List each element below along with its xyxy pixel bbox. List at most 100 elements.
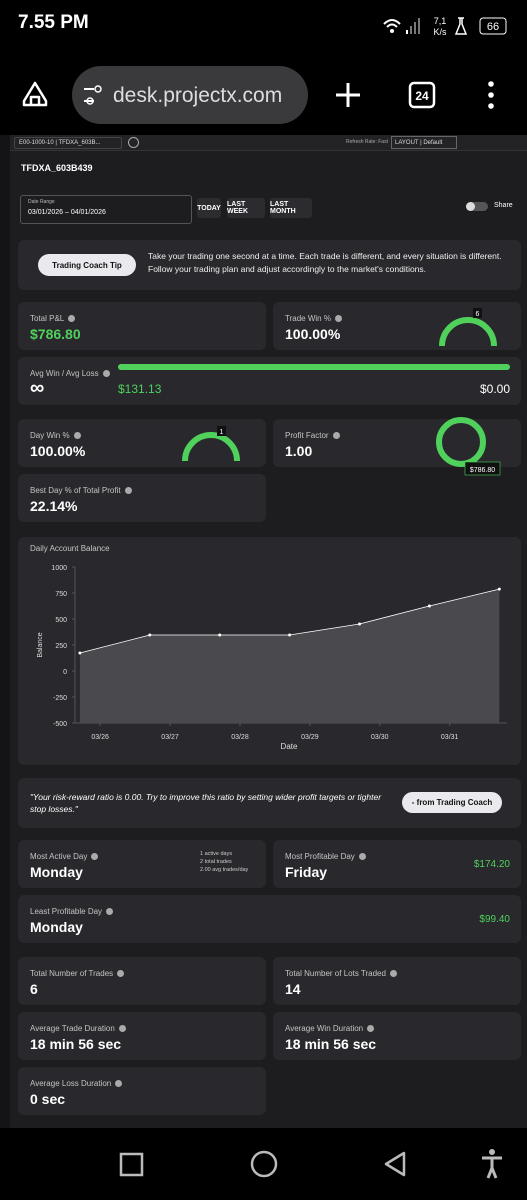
- coach-tip-text: Take your trading one second at a time. …: [148, 251, 502, 274]
- status-time: 7.55 PM: [18, 12, 89, 33]
- y-tick-label: 250: [55, 643, 67, 650]
- point: [218, 633, 222, 637]
- x-tick-label: 03/31: [441, 734, 459, 741]
- share-label: Share: [494, 202, 513, 209]
- y-tick-label: -500: [53, 721, 67, 728]
- date-range-value: 03/01/2026 – 04/01/2026: [28, 209, 106, 216]
- amount: $174.20: [473, 859, 510, 870]
- details: 1 active days 2 total trades 2.00 avg trad…: [200, 850, 248, 874]
- share-toggle[interactable]: [466, 202, 488, 211]
- x-tick-label: 03/27: [161, 734, 179, 741]
- y-tick-label: 1000: [51, 565, 67, 572]
- nav-bar[interactable]: [0, 1128, 527, 1200]
- stat-value: Monday: [30, 919, 83, 935]
- date-range[interactable]: Date Range 03/01/2026 – 04/01/2026: [20, 195, 192, 224]
- stat-value: 18 min 56 sec: [30, 1036, 122, 1052]
- stat-label: Trade Win %: [285, 314, 342, 323]
- stat-label: Least Profitable Day: [30, 907, 113, 916]
- coach-quote: "Your risk-reward ratio is 0.00. Try to …: [18, 778, 521, 828]
- stat-label: Avg Win / Avg Loss: [30, 369, 110, 378]
- point: [288, 633, 292, 637]
- date-range-label: Date Range: [28, 199, 55, 205]
- stat-label: Best Day % of Total Profit: [30, 486, 132, 495]
- stat-label: Average Trade Duration: [30, 1024, 126, 1033]
- stat-value: Friday: [285, 864, 328, 880]
- refresh-rate: Refresh Rate: Fast: [346, 139, 388, 145]
- amount: $99.40: [479, 914, 510, 925]
- range-button[interactable]: LAST WEEK: [227, 198, 265, 218]
- stat-card: Best Day % of Total Profit 22.14%: [18, 474, 266, 522]
- stat-value: Monday: [30, 864, 83, 880]
- y-tick-label: -250: [53, 695, 67, 702]
- stat-label: Average Loss Duration: [30, 1079, 122, 1088]
- speed-unit: K/s: [433, 27, 447, 37]
- tab-count[interactable]: 24: [415, 89, 429, 103]
- x-tick-label: 03/30: [371, 734, 389, 741]
- detail: 2 total trades: [200, 859, 232, 865]
- avg-win: $131.13: [118, 382, 162, 396]
- point: [427, 604, 431, 608]
- account-select[interactable]: E00-1000-10 | TFDXA_603B...: [14, 137, 122, 149]
- stat-card: Average Win Duration 18 min 56 sec: [273, 1012, 521, 1060]
- stat-label: Profit Factor: [285, 431, 340, 440]
- gauge: $786.80: [436, 417, 501, 476]
- chart-card: Daily Account Balance Balance Date -500 -…: [18, 537, 521, 765]
- stat-label: Most Active Day: [30, 852, 98, 861]
- stat-card: Most Active Day Monday 1 active days 2 tot…: [18, 840, 266, 888]
- detail: 1 active days: [200, 851, 233, 857]
- stat-card: Average Loss Duration 0 sec: [18, 1067, 266, 1115]
- stat-card: Trade Win % 100.00% 6: [273, 302, 521, 350]
- stat-card: Day Win % 100.00% 1: [18, 419, 266, 467]
- y-tick-label: 0: [63, 669, 67, 676]
- stat-label: Average Win Duration: [285, 1024, 374, 1033]
- avg-loss: $0.00: [479, 382, 510, 396]
- stat-value: 100.00%: [30, 443, 86, 459]
- url[interactable]: desk.projectx.com: [113, 84, 282, 107]
- stat-label: Total P&L: [30, 314, 75, 323]
- chart: Daily Account Balance Balance Date -500 -…: [30, 544, 507, 751]
- range-button[interactable]: LAST MONTH: [270, 198, 312, 218]
- point: [78, 651, 82, 655]
- stat-value: 100.00%: [285, 326, 341, 342]
- gauge-badge: 6: [476, 311, 480, 318]
- gauge: 6: [439, 308, 497, 347]
- gauge: 1: [182, 426, 240, 462]
- area: [79, 589, 500, 723]
- point: [497, 587, 501, 591]
- speed: 7,1: [434, 16, 447, 26]
- stat-value: ∞: [30, 377, 45, 399]
- stat-card: Avg Win / Avg Loss ∞ $131.13 $0.00: [18, 357, 521, 405]
- browser-bar[interactable]: desk.projectx.com 24: [0, 55, 527, 135]
- stat-value: 1.00: [285, 443, 313, 459]
- win-bar: [118, 364, 510, 370]
- chart-title: Daily Account Balance: [30, 544, 110, 553]
- stat-card: Average Trade Duration 18 min 56 sec: [18, 1012, 266, 1060]
- gauge-badge: 1: [220, 429, 224, 436]
- x-tick-label: 03/28: [231, 734, 249, 741]
- quote-text: "Your risk-reward ratio is 0.00. Try to …: [30, 792, 382, 814]
- layout-select[interactable]: LAYOUT | Default: [391, 136, 457, 149]
- y-tick-label: 500: [55, 617, 67, 624]
- stat-value: 0 sec: [30, 1091, 66, 1107]
- stat-card: Total Number of Trades 6: [18, 957, 266, 1005]
- coach-tip-button[interactable]: Trading Coach Tip: [38, 254, 136, 276]
- detail: 2.00 avg trades/day: [200, 867, 249, 873]
- y-axis-label: Balance: [37, 632, 44, 657]
- stat-card: Most Profitable Day Friday $174.20: [273, 840, 521, 888]
- stat-value: 22.14%: [30, 498, 78, 514]
- stat-value: 14: [285, 981, 301, 997]
- range-button[interactable]: TODAY: [197, 198, 221, 218]
- stat-label: Total Number of Trades: [30, 969, 124, 978]
- x-axis-label: Date: [281, 742, 298, 751]
- quote-button[interactable]: - from Trading Coach: [402, 792, 502, 813]
- stat-label: Most Profitable Day: [285, 852, 366, 861]
- stat-value: 6: [30, 981, 38, 997]
- stat-card: Least Profitable Day Monday $99.40: [18, 895, 521, 943]
- status-icons: 7,1 K/s 66: [383, 16, 507, 37]
- y-tick-label: 750: [55, 591, 67, 598]
- stat-card: Total P&L $786.80: [18, 302, 266, 350]
- stat-value: $786.80: [30, 326, 81, 342]
- gauge-badge: $786.80: [470, 467, 495, 474]
- stat-label: Day Win %: [30, 431, 81, 440]
